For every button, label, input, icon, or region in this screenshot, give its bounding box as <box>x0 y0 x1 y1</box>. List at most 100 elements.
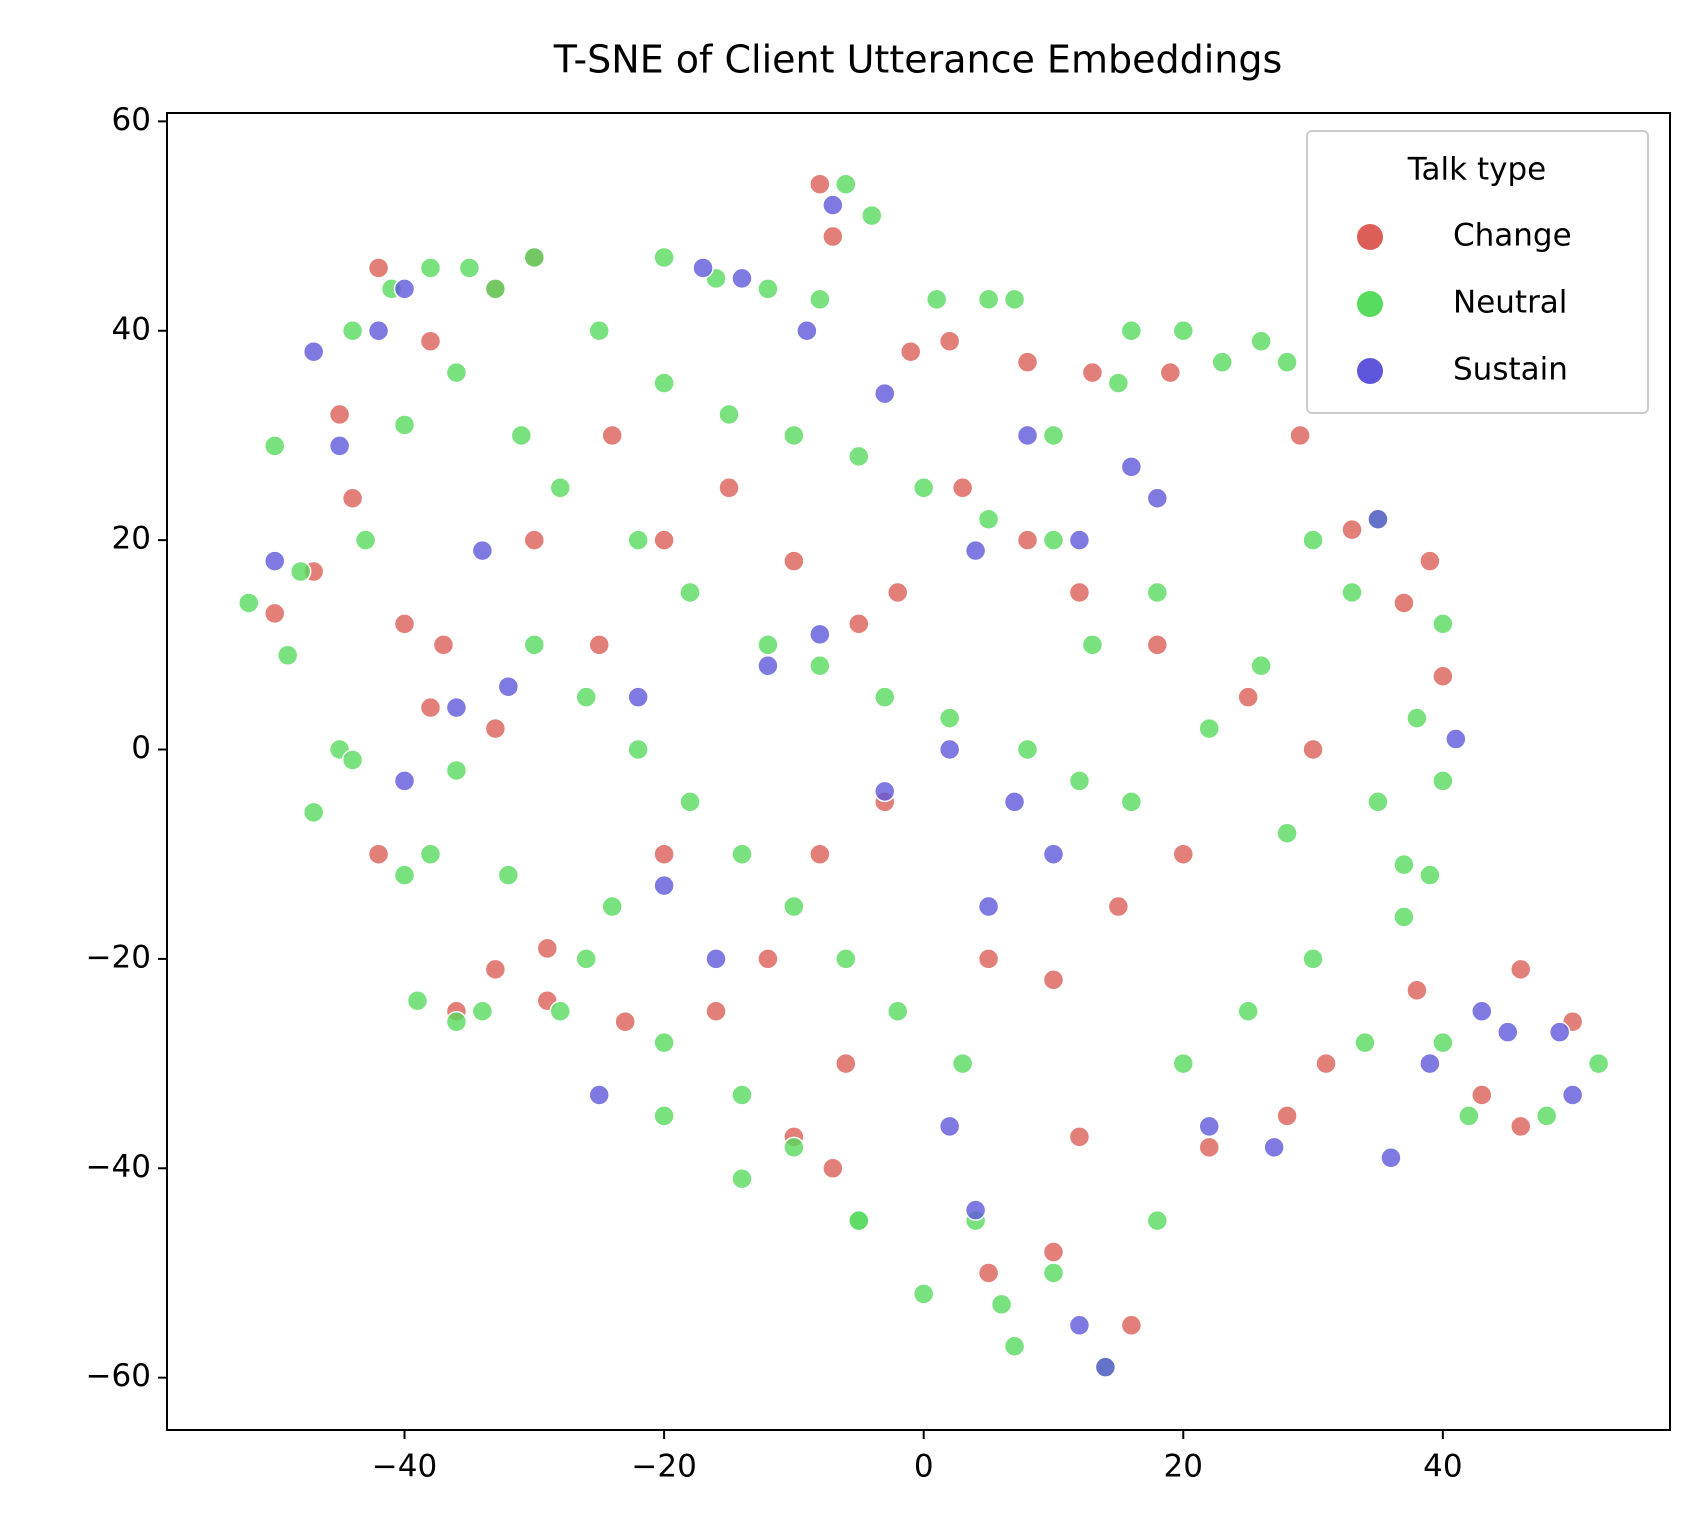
scatter-point <box>692 257 714 279</box>
scatter-point <box>809 655 831 677</box>
scatter-point <box>302 801 325 824</box>
scatter-point <box>783 550 805 572</box>
scatter-point <box>653 372 675 394</box>
scatter-point <box>549 477 572 499</box>
scatter-point <box>874 780 896 803</box>
scatter-point <box>419 696 442 719</box>
scatter-point <box>757 278 779 300</box>
x-tick-label: 40 <box>1423 1449 1462 1485</box>
scatter-point <box>1068 529 1091 551</box>
scatter-point <box>1120 320 1143 342</box>
scatter-point <box>1393 853 1415 876</box>
scatter-point <box>1432 665 1454 687</box>
scatter-point <box>938 330 961 352</box>
scatter-point <box>718 477 740 499</box>
scatter-point <box>354 529 377 551</box>
y-tick-label: −60 <box>86 1358 151 1394</box>
scatter-point <box>458 257 481 279</box>
chart-title: T-SNE of Client Utterance Embeddings <box>553 38 1283 82</box>
scatter-point <box>783 895 805 918</box>
scatter-point <box>1120 1314 1143 1337</box>
scatter-point <box>523 529 546 551</box>
scatter-point <box>1003 288 1026 311</box>
scatter-point <box>432 634 455 656</box>
scatter-point <box>1367 508 1389 530</box>
scatter-point <box>1289 424 1311 447</box>
scatter-point <box>1561 1084 1584 1106</box>
scatter-point <box>1406 707 1428 729</box>
scatter-point <box>523 634 546 656</box>
scatter-point <box>1250 655 1272 677</box>
scatter-point <box>925 288 948 311</box>
scatter-point <box>886 1000 909 1022</box>
scatter-point <box>938 738 961 761</box>
scatter-point <box>627 686 649 708</box>
scatter-point <box>1250 330 1272 352</box>
scatter-point <box>874 382 896 405</box>
scatter-point <box>1432 770 1454 792</box>
scatter-point <box>731 1084 753 1106</box>
scatter-point <box>964 539 987 562</box>
scatter-point <box>302 340 325 363</box>
scatter-point <box>536 937 559 960</box>
scatter-point <box>1432 613 1454 635</box>
scatter-point <box>1548 1021 1571 1043</box>
scatter-point <box>1172 1052 1195 1075</box>
scatter-point <box>1419 1052 1441 1075</box>
scatter-point <box>796 320 818 342</box>
scatter-point <box>1081 634 1104 656</box>
scatter-point <box>1471 1000 1493 1022</box>
scatter-point <box>1016 424 1039 447</box>
scatter-point <box>575 948 597 970</box>
scatter-point <box>263 550 286 572</box>
scatter-point <box>445 696 468 719</box>
scatter-point <box>1068 1314 1091 1337</box>
scatter-point <box>393 864 416 886</box>
scatter-point <box>912 477 935 499</box>
scatter-point <box>1003 1335 1026 1357</box>
scatter-point <box>653 529 675 551</box>
scatter-point <box>588 320 610 342</box>
scatter-point <box>1042 1241 1065 1263</box>
scatter-point <box>263 602 286 625</box>
scatter-point <box>809 623 831 646</box>
scatter-point <box>1068 1126 1091 1148</box>
legend-marker <box>1357 358 1383 384</box>
scatter-point <box>1380 1147 1402 1169</box>
scatter-point <box>1198 1115 1220 1138</box>
legend-marker <box>1357 224 1383 250</box>
scatter-point <box>1393 592 1415 614</box>
scatter-point <box>731 1167 753 1190</box>
scatter-point <box>1198 717 1220 740</box>
scatter-point <box>977 508 1000 530</box>
scatter-point <box>1367 791 1389 813</box>
scatter-point <box>328 435 351 457</box>
scatter-point <box>1211 351 1233 373</box>
scatter-point <box>263 435 286 457</box>
scatter-point <box>484 717 507 740</box>
scatter-point <box>1315 1052 1337 1075</box>
scatter-point <box>1393 906 1415 928</box>
scatter-point <box>419 843 442 865</box>
scatter-point <box>848 1209 870 1232</box>
scatter-point <box>977 895 1000 918</box>
y-tick-label: 40 <box>112 311 151 347</box>
scatter-point <box>1237 1000 1259 1022</box>
scatter-point <box>757 948 779 970</box>
scatter-point <box>1419 550 1441 572</box>
scatter-point <box>1146 1209 1169 1232</box>
scatter-point <box>835 948 857 970</box>
scatter-point <box>1107 372 1130 394</box>
scatter-point <box>1172 843 1195 865</box>
x-tick-label: 0 <box>914 1449 934 1485</box>
scatter-point <box>393 414 416 436</box>
scatter-point <box>1042 1262 1065 1284</box>
scatter-point <box>289 560 312 583</box>
scatter-point <box>679 791 701 813</box>
scatter-point <box>899 340 922 363</box>
scatter-point <box>1237 686 1259 708</box>
scatter-point <box>419 257 442 279</box>
scatter-point <box>1003 791 1026 813</box>
y-tick-label: 0 <box>131 730 151 766</box>
scatter-point <box>1497 1021 1519 1043</box>
